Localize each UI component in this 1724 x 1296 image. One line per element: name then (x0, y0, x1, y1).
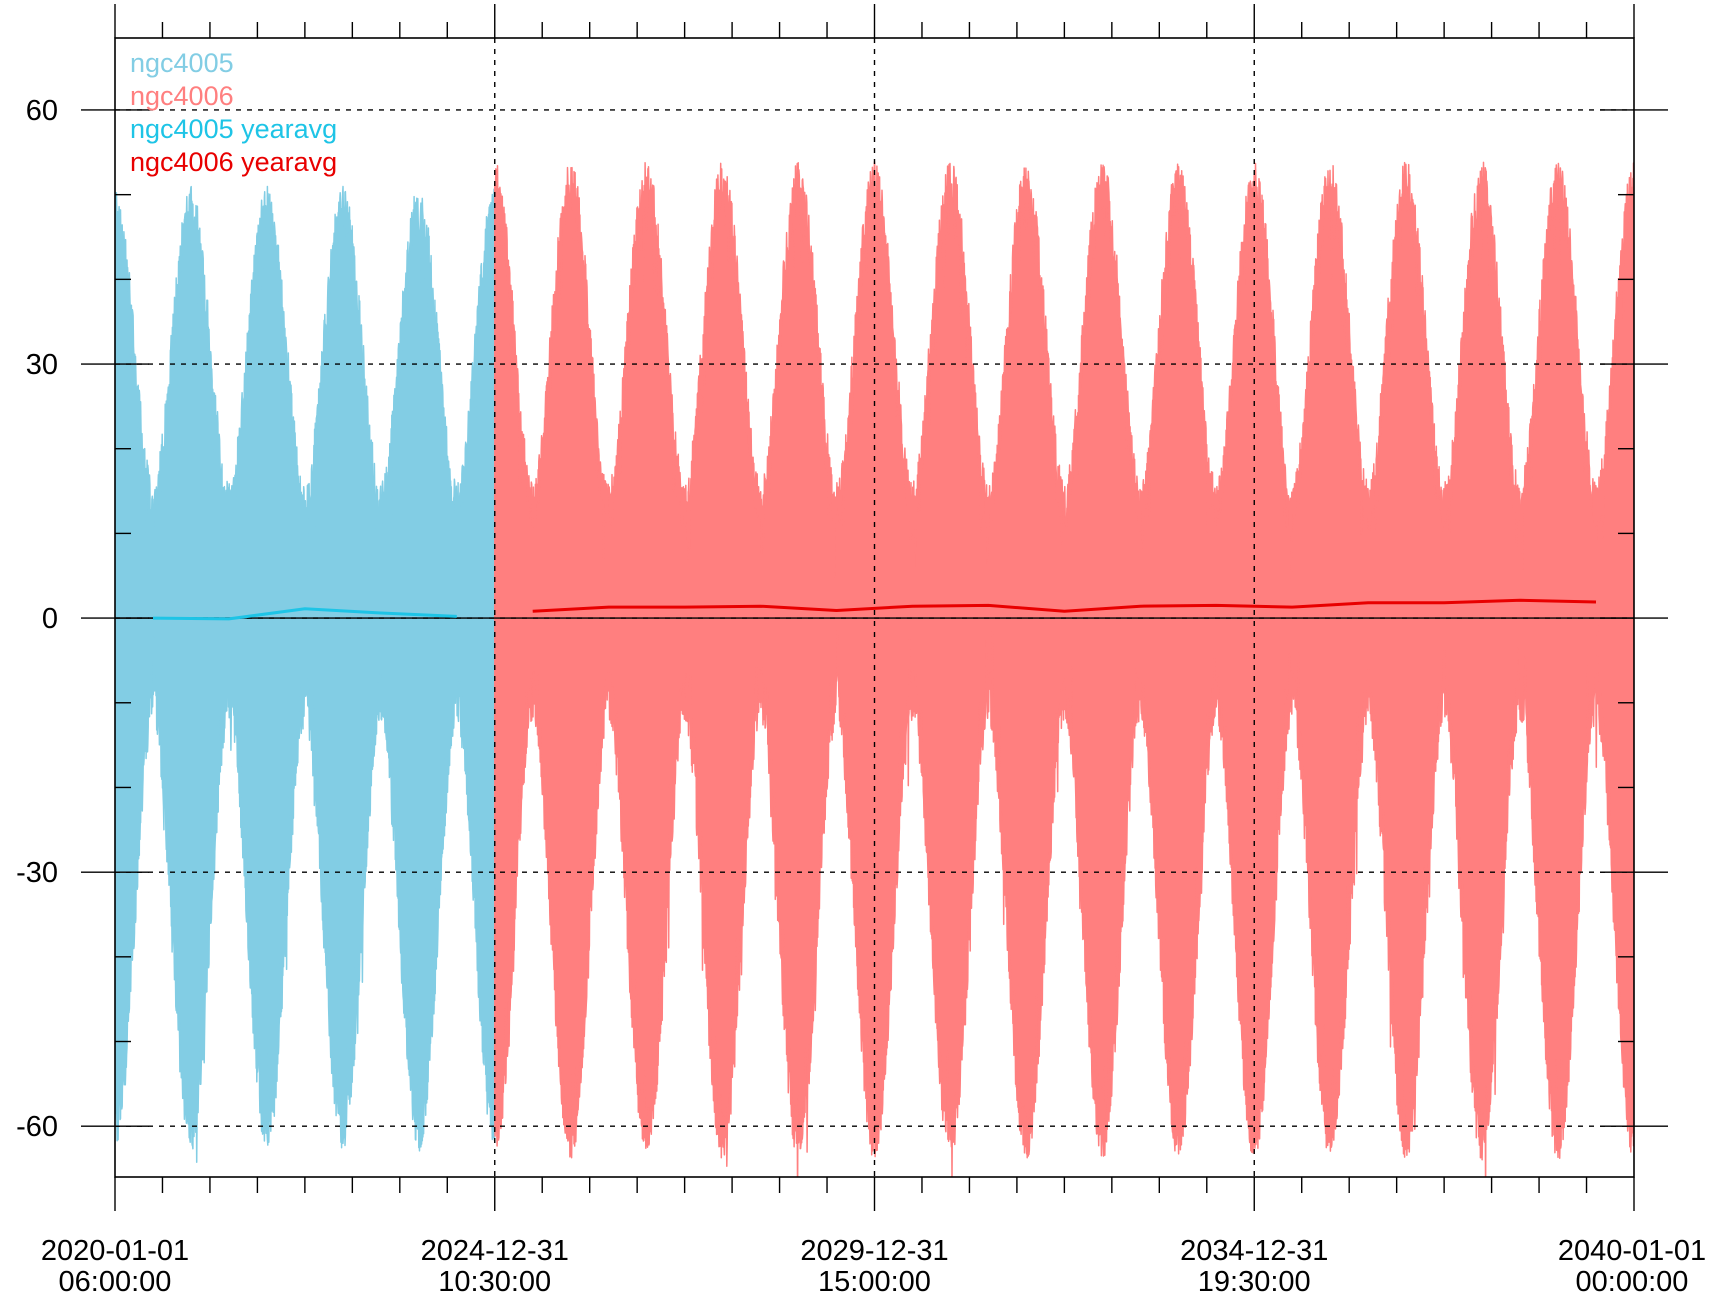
y-tick-labels: -60 -30 0 30 60 (16, 95, 58, 1143)
y-tick-label: -30 (16, 857, 58, 889)
x-tick-label-time: 06:00:00 (59, 1266, 172, 1296)
x-tick-label-time: 19:30:00 (1198, 1266, 1311, 1296)
y-tick-label: -60 (16, 1111, 58, 1143)
series-envelope-ngc4006 (494, 161, 1634, 1177)
series-line-ngc4006-yearavg (532, 598, 1597, 613)
series-line-ngc4005-yearavg (152, 607, 457, 621)
yearavg-lines (152, 598, 1597, 621)
x-tick-label-time: 00:00:00 (1576, 1266, 1689, 1296)
y-tick-label: 30 (26, 349, 58, 381)
y-tick-label: 60 (26, 95, 58, 127)
x-tick-label-time: 10:30:00 (438, 1266, 551, 1296)
legend-entry: ngc4006 yearavg (130, 147, 337, 177)
series-envelope-ngc4005 (115, 185, 496, 1164)
x-tick-label-date: 2040-01-01 (1558, 1235, 1706, 1267)
x-tick-label-date: 2020-01-01 (41, 1235, 189, 1267)
series-envelopes (115, 161, 1634, 1177)
axis-ticks (81, 4, 1668, 1211)
grid-lines (115, 38, 1634, 1177)
legend-entry: ngc4005 yearavg (130, 114, 337, 144)
x-tick-label-date: 2029-12-31 (800, 1235, 948, 1267)
legend-entry: ngc4006 (130, 81, 234, 111)
legend-entry: ngc4005 (130, 48, 234, 78)
x-tick-label-date: 2034-12-31 (1180, 1235, 1328, 1267)
y-tick-label: 0 (42, 603, 58, 635)
x-tick-label-time: 15:00:00 (818, 1266, 931, 1296)
x-tick-label-date: 2024-12-31 (421, 1235, 569, 1267)
